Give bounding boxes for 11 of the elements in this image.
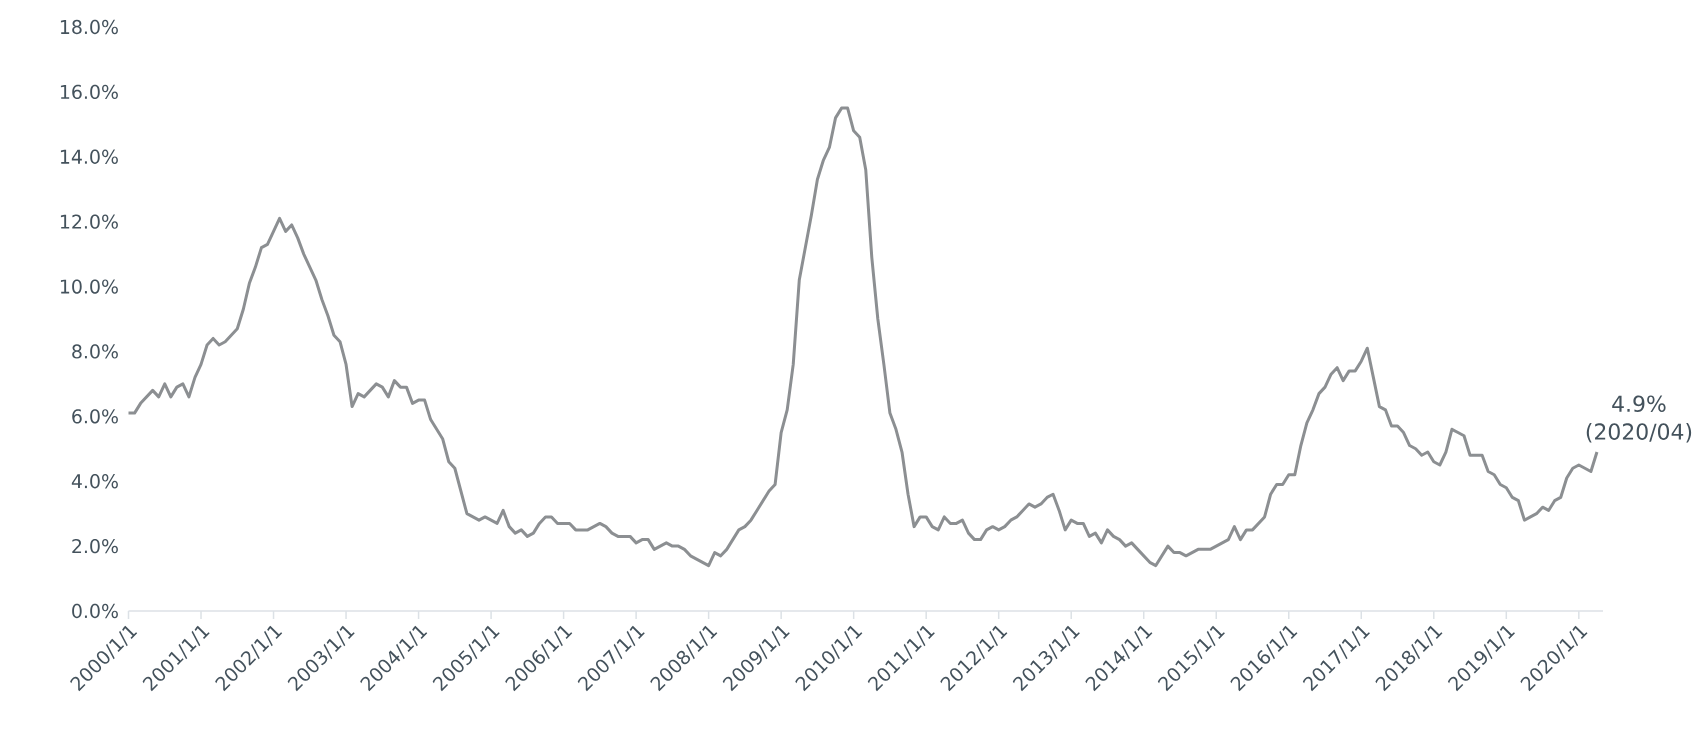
annotation: 4.9% (2020/04) — [1586, 395, 1692, 443]
y-tick-label: 14.0% — [60, 149, 118, 164]
y-tick-label: 6.0% — [72, 409, 118, 424]
y-tick-label: 18.0% — [60, 19, 118, 35]
y-tick-label: 2.0% — [72, 538, 118, 554]
y-tick-label: 12.0% — [60, 214, 118, 229]
y-tick-label: 4.0% — [71, 474, 118, 489]
y-tick-label: 8.0% — [72, 344, 118, 359]
y-tick-label: 0.0% — [72, 603, 118, 619]
y-tick-label: 16.0% — [60, 84, 118, 100]
y-tick-label: 10.0% — [60, 279, 118, 294]
